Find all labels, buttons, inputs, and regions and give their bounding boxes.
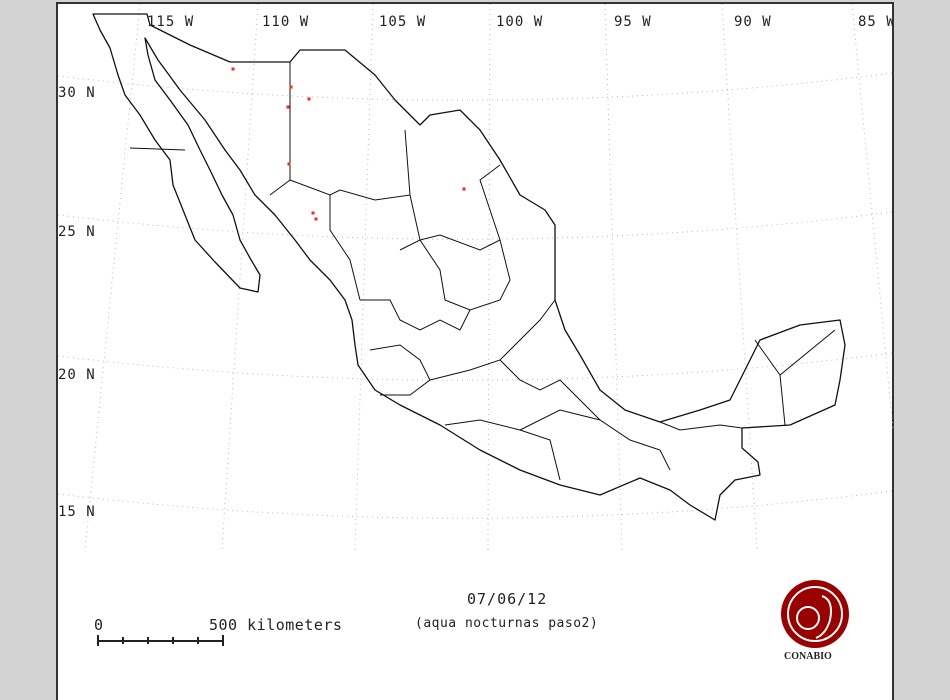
meridian-105w <box>354 3 374 551</box>
map-subtitle: (aqua nocturnas paso2) <box>415 616 599 631</box>
meridian-100w <box>487 3 491 551</box>
longitude-label: 110 W <box>262 14 310 30</box>
hotspot-point <box>286 105 290 109</box>
hotspot-point <box>314 217 318 221</box>
parallel-25n <box>57 211 894 240</box>
latitude-label: 15 N <box>58 504 96 520</box>
hotspot-point <box>289 85 293 89</box>
logo-text: CONABIO <box>784 651 832 662</box>
meridian-110w <box>221 3 259 551</box>
parallel-30n <box>57 72 894 101</box>
meridian-95w <box>604 3 623 551</box>
longitude-label: 95 W <box>614 14 652 30</box>
mexico-outline <box>92 13 846 521</box>
latitude-label: 30 N <box>58 85 96 101</box>
hotspot-point <box>311 211 315 215</box>
latitude-label: 25 N <box>58 224 96 240</box>
hotspot-point <box>307 97 311 101</box>
parallel-20n <box>57 352 894 381</box>
graticule <box>57 3 894 551</box>
map-date: 07/06/12 <box>467 590 548 608</box>
meridian-85w <box>851 3 894 431</box>
longitude-label: 115 W <box>147 14 195 30</box>
longitude-label: 85 W <box>858 14 893 30</box>
hotspot-points <box>231 67 466 221</box>
conabio-logo-icon <box>781 580 849 648</box>
meridian-90w <box>721 3 758 551</box>
longitude-label: 90 W <box>734 14 772 30</box>
scale-start-label: 0 <box>94 616 105 634</box>
latitude-label: 20 N <box>58 367 96 383</box>
longitude-label: 105 W <box>379 14 427 30</box>
state-borders <box>129 62 836 481</box>
hotspot-point <box>287 162 291 166</box>
parallel-15n <box>57 490 894 519</box>
hotspot-point <box>231 67 235 71</box>
scale-end-label: 500 kilometers <box>209 616 343 634</box>
hotspot-point <box>462 187 466 191</box>
scale-bar <box>97 635 224 646</box>
longitude-label: 100 W <box>496 14 544 30</box>
